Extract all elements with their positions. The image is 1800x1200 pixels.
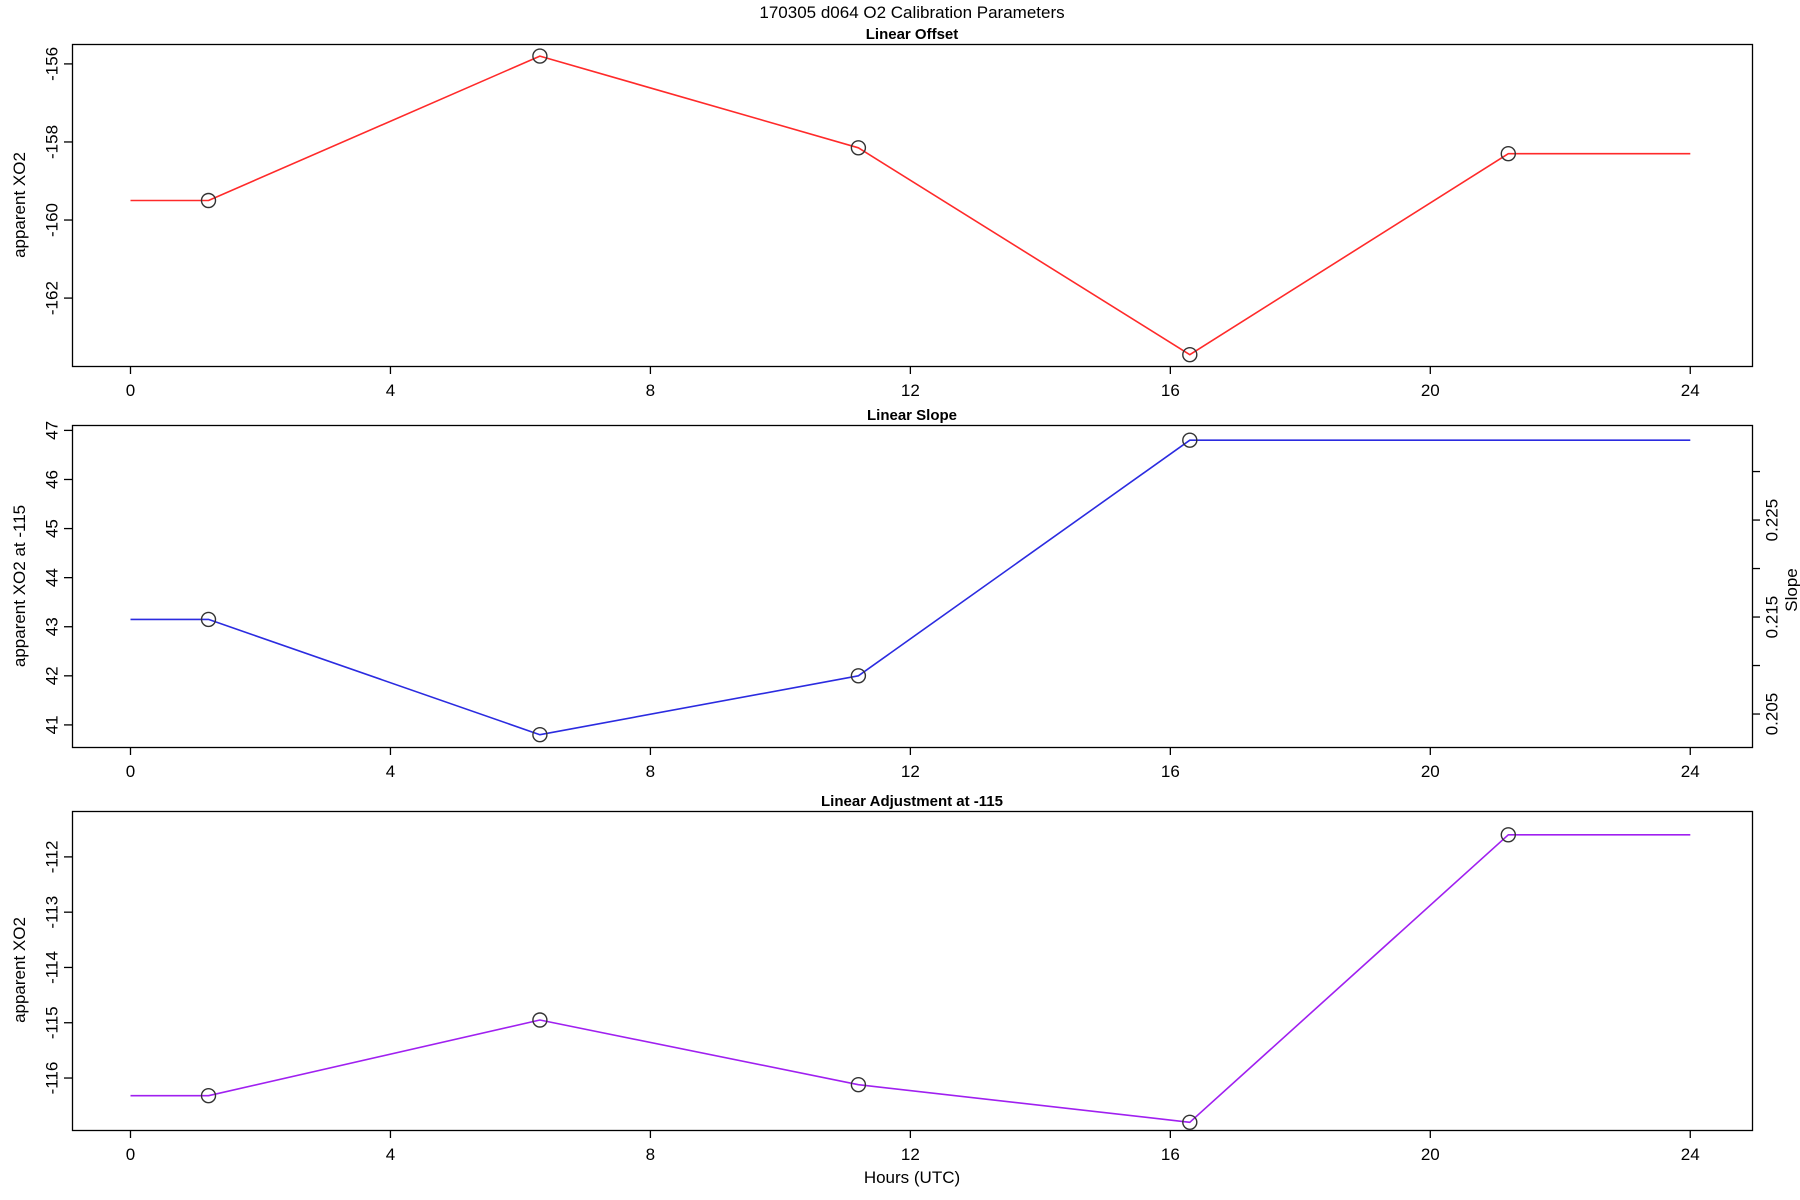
data-point-marker (1500, 145, 1517, 162)
x-tick-label: 20 (1421, 1145, 1440, 1164)
y-tick-label-right: 0.225 (1762, 499, 1781, 542)
y-tick-label: -114 (42, 951, 61, 984)
x-tick-label: 8 (646, 1145, 655, 1164)
y-tick-label: -158 (42, 125, 61, 159)
y-tick-label: -162 (42, 281, 61, 315)
x-tick-label: 4 (386, 381, 395, 400)
x-axis-label: Hours (UTC) (863, 1168, 961, 1187)
data-point-marker (200, 611, 217, 628)
y-tick-label: -156 (42, 47, 61, 81)
x-tick-label: 20 (1421, 381, 1440, 400)
y-tick-label: 43 (42, 617, 61, 636)
series-line (130, 55, 1691, 356)
x-tick-label: 16 (1161, 1145, 1180, 1164)
y-tick-label: 45 (42, 519, 61, 538)
y-tick-label: -112 (42, 841, 61, 874)
x-tick-label: 12 (901, 1145, 920, 1164)
data-point-marker (1182, 432, 1198, 448)
data-point-marker (200, 1087, 217, 1104)
x-tick-label: 4 (386, 762, 395, 781)
y-tick-label: 47 (42, 421, 61, 440)
x-tick-label: 8 (646, 381, 655, 400)
x-tick-label: 12 (901, 381, 920, 400)
y-tick-label: -116 (42, 1062, 61, 1095)
panel-border (71, 810, 1754, 1132)
x-tick-label: 24 (1681, 381, 1700, 400)
y-tick-label-right: 0.215 (1762, 596, 1781, 639)
panel-title-linear-adjustment: Linear Adjustment at -115 (821, 793, 1003, 810)
x-tick-label: 12 (901, 762, 920, 781)
data-point-marker (532, 1012, 548, 1028)
data-point-marker (1500, 827, 1517, 843)
y-tick-label: -115 (42, 1006, 61, 1039)
figure-title: 170305 d064 O2 Calibration Parameters (759, 3, 1065, 22)
data-point-marker (532, 727, 548, 743)
series-line (130, 833, 1691, 1124)
x-tick-label: 20 (1421, 762, 1440, 781)
y-tick-label: -160 (42, 203, 61, 237)
panel-title-linear-slope: Linear Slope (866, 407, 958, 424)
data-point-marker (1182, 1114, 1198, 1131)
data-point-marker (850, 140, 867, 156)
x-tick-label: 4 (386, 1145, 395, 1164)
x-tick-label: 0 (126, 762, 135, 781)
data-point-marker (200, 192, 217, 209)
y-tick-label: -113 (42, 896, 61, 929)
y-tick-label-right: 0.205 (1762, 693, 1781, 736)
x-tick-label: 16 (1161, 762, 1180, 781)
data-point-marker (850, 1076, 867, 1093)
panel-border (71, 43, 1754, 368)
x-tick-label: 16 (1161, 381, 1180, 400)
x-tick-label: 8 (646, 762, 655, 781)
panel-border (71, 424, 1754, 749)
y-tick-label: 44 (42, 568, 61, 587)
x-tick-label: 24 (1681, 762, 1700, 781)
data-point-marker (850, 668, 867, 684)
x-tick-label: 24 (1681, 1145, 1700, 1164)
y-tick-label: 42 (42, 666, 61, 685)
x-tick-label: 0 (126, 1145, 135, 1164)
x-tick-label: 0 (126, 381, 135, 400)
y-tick-label: 41 (42, 715, 61, 734)
data-point-marker (1182, 347, 1198, 363)
y-tick-label: 46 (42, 470, 61, 489)
data-point-marker (532, 48, 548, 64)
series-line (130, 439, 1691, 736)
panel-title-linear-offset: Linear Offset (865, 26, 959, 43)
